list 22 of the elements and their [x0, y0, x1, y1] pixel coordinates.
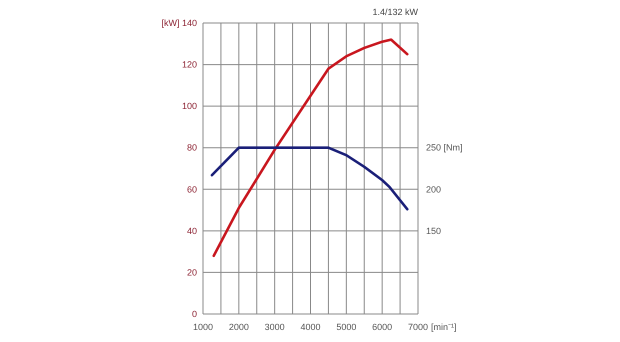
x-tick-label: 2000 — [228, 322, 249, 332]
y2-tick-label: 250 [Nm] — [426, 142, 463, 153]
x-axis-title: [min⁻¹] — [431, 322, 456, 332]
line-series — [212, 38, 409, 258]
y2-tick-label: 150 — [426, 226, 442, 236]
chart-title: 1.4/132 kW — [372, 7, 418, 17]
y-tick-label: 80 — [186, 142, 197, 153]
y-tick-label: 0 — [192, 309, 197, 319]
x-tick-label: 3000 — [264, 322, 285, 332]
y-tick-label: 40 — [186, 226, 197, 236]
x-tick-label: 7000 — [408, 322, 428, 332]
y-tick-label: 120 — [182, 60, 197, 70]
y-tick-label: 60 — [186, 184, 197, 194]
x-tick-label: 6000 — [372, 322, 392, 332]
y2-tick-label: 200 — [426, 184, 442, 194]
y-tick-label: 100 — [182, 101, 197, 112]
x-tick-label: 4000 — [300, 322, 321, 332]
x-tick-label: 1000 — [192, 322, 214, 332]
y-tick-label: 20 — [186, 267, 197, 278]
x-tick-label: 5000 — [336, 322, 356, 332]
y-tick-label: [kW] 140 — [161, 18, 197, 28]
line-series — [210, 146, 409, 211]
